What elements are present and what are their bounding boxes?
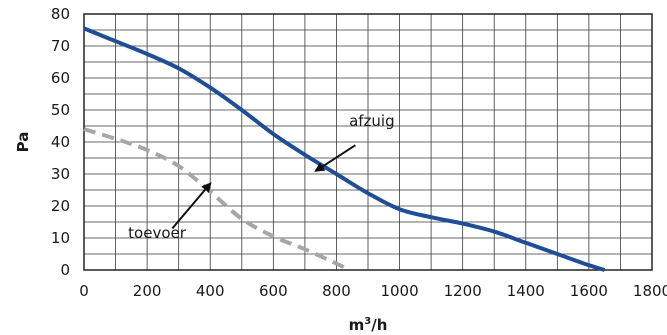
x-tick-label: 200: [133, 282, 162, 300]
x-tick-label: 1000: [380, 282, 418, 300]
x-tick-label: 600: [259, 282, 288, 300]
annotation-arrow-afzuig: [314, 144, 356, 172]
x-axis-label: m3/h: [349, 316, 388, 334]
grid: [83, 13, 653, 271]
y-tick-label: 80: [51, 5, 70, 23]
plot-frame: [83, 13, 653, 271]
y-tick-label: 0: [60, 261, 70, 279]
series-line-toevoer: [83, 127, 350, 272]
series-group: [83, 26, 606, 272]
x-tick-label: 1200: [444, 282, 482, 300]
x-tick-labels: 0 200 400 600 800 1000 1200 1400 1600 1800: [79, 282, 667, 300]
y-tick-label: 10: [51, 229, 70, 247]
y-tick-label: 60: [51, 69, 70, 87]
x-tick-label: 1400: [507, 282, 545, 300]
annotation-label-afzuig: afzuig: [349, 112, 395, 130]
y-tick-label: 20: [51, 197, 70, 215]
y-tick-label: 30: [51, 165, 70, 183]
x-tick-label: 800: [322, 282, 351, 300]
y-tick-label: 70: [51, 37, 70, 55]
series-line-afzuig: [83, 26, 606, 272]
annotation-arrow-toevoer: [171, 182, 212, 230]
y-tick-labels: 0 10 20 30 40 50 60 70 80: [51, 5, 70, 279]
x-tick-label: 1600: [570, 282, 608, 300]
x-tick-label: 0: [79, 282, 89, 300]
y-axis-label: Pa: [14, 132, 32, 153]
x-tick-label: 1800: [633, 282, 667, 300]
y-tick-label: 50: [51, 101, 70, 119]
x-tick-label: 400: [196, 282, 225, 300]
annotation-label-toevoer: toevoer: [128, 224, 187, 242]
annotations: afzuig toevoer: [128, 112, 394, 242]
y-tick-label: 40: [51, 133, 70, 151]
